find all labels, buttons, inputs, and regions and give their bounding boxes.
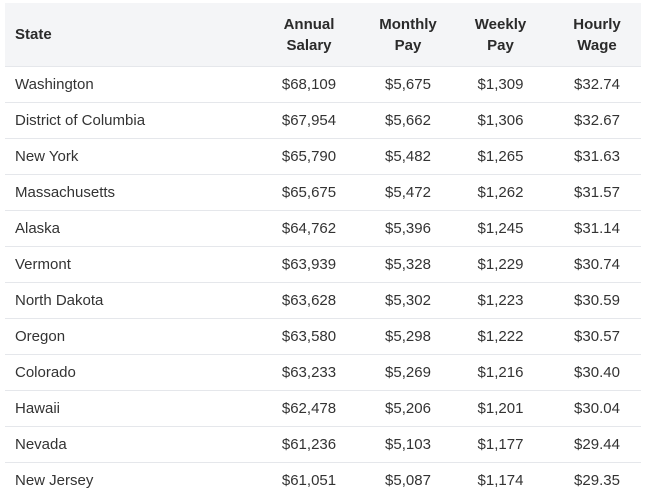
cell-hourly-wage: $30.74 xyxy=(553,247,641,283)
cell-annual-salary: $65,675 xyxy=(250,175,368,211)
cell-state: Massachusetts xyxy=(5,175,250,211)
table-row: New York$65,790$5,482$1,265$31.63 xyxy=(5,139,641,175)
cell-hourly-wage: $31.14 xyxy=(553,211,641,247)
cell-weekly-pay: $1,245 xyxy=(448,211,553,247)
salary-table: State Annual Salary Monthly Pay Weekly P… xyxy=(5,3,641,498)
header-annual-line1: Annual xyxy=(250,14,368,35)
cell-weekly-pay: $1,265 xyxy=(448,139,553,175)
cell-monthly-pay: $5,482 xyxy=(368,139,448,175)
header-weekly-line2: Pay xyxy=(448,35,553,56)
cell-annual-salary: $63,939 xyxy=(250,247,368,283)
cell-weekly-pay: $1,222 xyxy=(448,319,553,355)
cell-state: North Dakota xyxy=(5,283,250,319)
cell-annual-salary: $63,580 xyxy=(250,319,368,355)
table-row: Colorado$63,233$5,269$1,216$30.40 xyxy=(5,355,641,391)
cell-weekly-pay: $1,306 xyxy=(448,103,553,139)
header-monthly-pay[interactable]: Monthly Pay xyxy=(368,3,448,67)
cell-monthly-pay: $5,328 xyxy=(368,247,448,283)
header-monthly-line1: Monthly xyxy=(368,14,448,35)
header-hourly-line1: Hourly xyxy=(553,14,641,35)
cell-state: District of Columbia xyxy=(5,103,250,139)
cell-weekly-pay: $1,201 xyxy=(448,391,553,427)
cell-state: Hawaii xyxy=(5,391,250,427)
cell-weekly-pay: $1,223 xyxy=(448,283,553,319)
header-row: State Annual Salary Monthly Pay Weekly P… xyxy=(5,3,641,67)
cell-state: New York xyxy=(5,139,250,175)
cell-state: Oregon xyxy=(5,319,250,355)
cell-annual-salary: $62,478 xyxy=(250,391,368,427)
header-weekly-pay[interactable]: Weekly Pay xyxy=(448,3,553,67)
cell-annual-salary: $63,233 xyxy=(250,355,368,391)
cell-monthly-pay: $5,298 xyxy=(368,319,448,355)
header-hourly-wage[interactable]: Hourly Wage xyxy=(553,3,641,67)
cell-monthly-pay: $5,206 xyxy=(368,391,448,427)
cell-weekly-pay: $1,216 xyxy=(448,355,553,391)
cell-annual-salary: $61,236 xyxy=(250,427,368,463)
cell-monthly-pay: $5,472 xyxy=(368,175,448,211)
cell-hourly-wage: $30.04 xyxy=(553,391,641,427)
cell-state: Vermont xyxy=(5,247,250,283)
table-row: Hawaii$62,478$5,206$1,201$30.04 xyxy=(5,391,641,427)
cell-annual-salary: $67,954 xyxy=(250,103,368,139)
cell-hourly-wage: $32.74 xyxy=(553,67,641,103)
header-weekly-line1: Weekly xyxy=(448,14,553,35)
header-annual-salary[interactable]: Annual Salary xyxy=(250,3,368,67)
table-row: Massachusetts$65,675$5,472$1,262$31.57 xyxy=(5,175,641,211)
header-hourly-line2: Wage xyxy=(553,35,641,56)
cell-monthly-pay: $5,396 xyxy=(368,211,448,247)
cell-state: Alaska xyxy=(5,211,250,247)
header-state[interactable]: State xyxy=(5,3,250,67)
header-annual-line2: Salary xyxy=(250,35,368,56)
cell-annual-salary: $68,109 xyxy=(250,67,368,103)
cell-weekly-pay: $1,177 xyxy=(448,427,553,463)
cell-hourly-wage: $29.44 xyxy=(553,427,641,463)
cell-annual-salary: $65,790 xyxy=(250,139,368,175)
cell-monthly-pay: $5,103 xyxy=(368,427,448,463)
cell-state: Colorado xyxy=(5,355,250,391)
cell-state: Washington xyxy=(5,67,250,103)
cell-monthly-pay: $5,269 xyxy=(368,355,448,391)
cell-annual-salary: $63,628 xyxy=(250,283,368,319)
table-row: District of Columbia$67,954$5,662$1,306$… xyxy=(5,103,641,139)
cell-hourly-wage: $31.57 xyxy=(553,175,641,211)
salary-table-container: State Annual Salary Monthly Pay Weekly P… xyxy=(5,3,641,498)
table-row: Oregon$63,580$5,298$1,222$30.57 xyxy=(5,319,641,355)
cell-hourly-wage: $32.67 xyxy=(553,103,641,139)
header-state-label: State xyxy=(15,26,52,43)
cell-monthly-pay: $5,662 xyxy=(368,103,448,139)
cell-hourly-wage: $30.59 xyxy=(553,283,641,319)
header-monthly-line2: Pay xyxy=(368,35,448,56)
table-row: Nevada$61,236$5,103$1,177$29.44 xyxy=(5,427,641,463)
table-row: North Dakota$63,628$5,302$1,223$30.59 xyxy=(5,283,641,319)
table-header: State Annual Salary Monthly Pay Weekly P… xyxy=(5,3,641,67)
cell-monthly-pay: $5,302 xyxy=(368,283,448,319)
cell-hourly-wage: $30.40 xyxy=(553,355,641,391)
cell-weekly-pay: $1,262 xyxy=(448,175,553,211)
cell-annual-salary: $64,762 xyxy=(250,211,368,247)
table-row: Alaska$64,762$5,396$1,245$31.14 xyxy=(5,211,641,247)
cell-weekly-pay: $1,229 xyxy=(448,247,553,283)
cell-weekly-pay: $1,309 xyxy=(448,67,553,103)
cell-state: Nevada xyxy=(5,427,250,463)
cell-hourly-wage: $31.63 xyxy=(553,139,641,175)
cell-monthly-pay: $5,675 xyxy=(368,67,448,103)
cell-hourly-wage: $30.57 xyxy=(553,319,641,355)
table-row: Washington$68,109$5,675$1,309$32.74 xyxy=(5,67,641,103)
table-row: Vermont$63,939$5,328$1,229$30.74 xyxy=(5,247,641,283)
